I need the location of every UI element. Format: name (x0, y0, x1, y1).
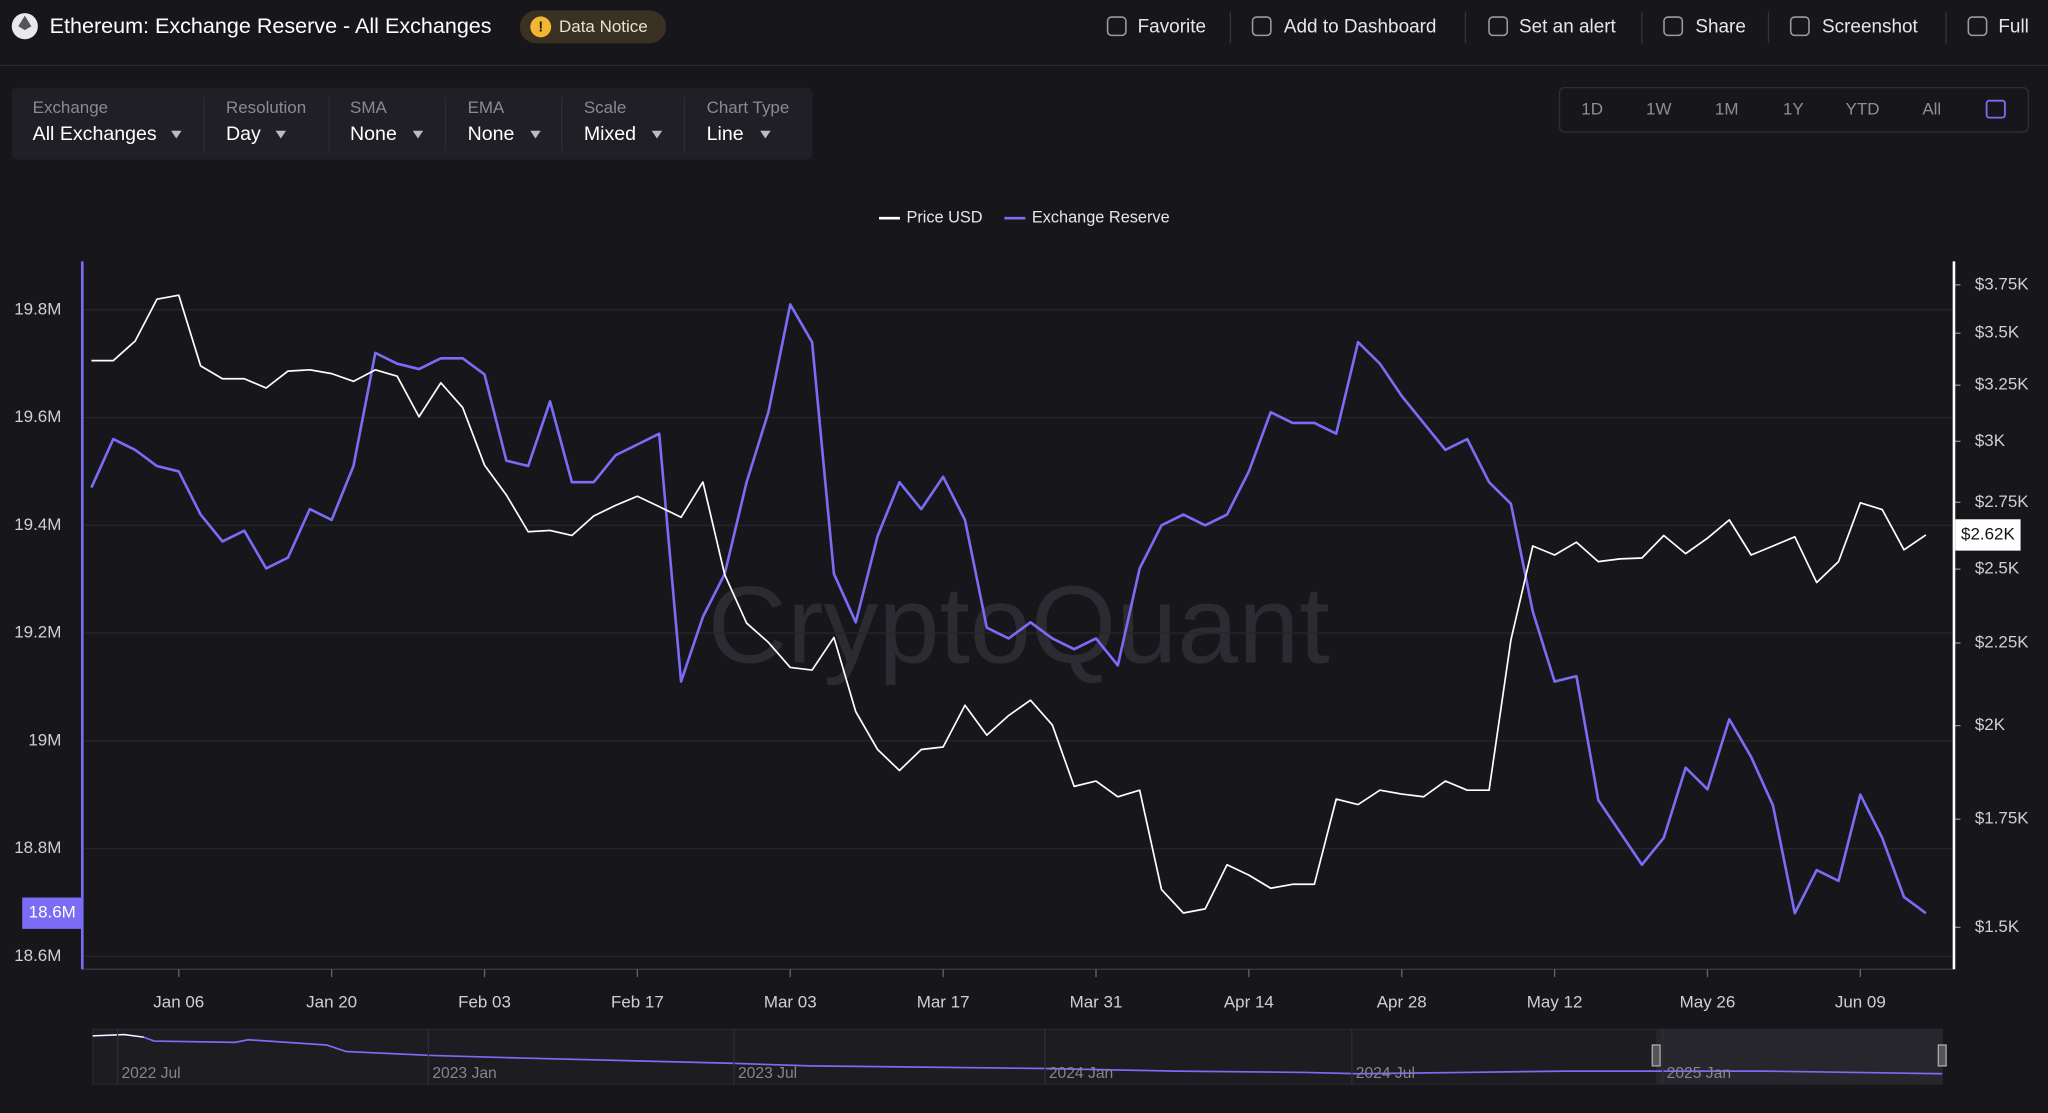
dropdown-arrow[interactable] (275, 130, 287, 139)
control-label: Chart Type (707, 98, 790, 117)
navigator-line (92, 1033, 1943, 1075)
action-button[interactable]: Set an alert (1519, 17, 1617, 38)
y2-tick-label: $3.5K (1975, 323, 2020, 342)
range-button[interactable]: 1D (1581, 99, 1603, 118)
current-reserve-box (22, 897, 83, 929)
legend-label[interactable]: Exchange Reserve (1032, 209, 1170, 227)
y-tick-label: 19M (28, 730, 61, 749)
range-button[interactable]: YTD (1846, 99, 1880, 118)
notice-pill[interactable] (519, 10, 667, 44)
x-tick-label: May 12 (1527, 993, 1583, 1012)
action-icon (1789, 16, 1810, 37)
action-icon (1967, 16, 1988, 37)
control-value[interactable]: Mixed (584, 123, 636, 145)
control-value[interactable]: None (468, 123, 515, 145)
y2-tick-label: $2.75K (1975, 492, 2029, 511)
x-tick-label: Feb 03 (458, 993, 511, 1012)
y2-tick-label: $2.5K (1975, 559, 2020, 578)
x-tick-label: Mar 31 (1070, 993, 1123, 1012)
action-icon (1106, 16, 1127, 37)
y2-tick-label: $1.5K (1975, 917, 2020, 936)
current-reserve-label: 18.6M (29, 903, 76, 922)
navigator-price-line (92, 1033, 144, 1038)
dropdown-arrow[interactable] (171, 130, 182, 139)
navigator-handle[interactable] (1937, 1044, 1947, 1067)
x-tick-label: Apr 28 (1377, 993, 1427, 1012)
y-tick-label: 19.8M (14, 299, 61, 318)
navigator-label: 2022 Jul (121, 1065, 180, 1082)
navigator-label: 2024 Jul (1356, 1065, 1415, 1082)
x-tick-label: Feb 17 (611, 993, 664, 1012)
range-button[interactable]: All (1922, 99, 1941, 118)
action-button[interactable]: Share (1695, 17, 1746, 38)
range-button[interactable]: 1Y (1783, 99, 1804, 118)
eth-glyph (18, 15, 32, 31)
control-value[interactable]: None (350, 123, 397, 145)
x-tick-label: Mar 17 (917, 993, 970, 1012)
action-button[interactable]: Favorite (1138, 17, 1206, 38)
control-label: EMA (468, 98, 505, 117)
range-box (1558, 86, 2030, 133)
x-tick-label: Mar 03 (764, 993, 817, 1012)
action-icon (1251, 16, 1272, 37)
notice-text[interactable]: Data Notice (559, 17, 648, 36)
chart: CryptoQuant 18.6M 18.8M 19M 19.2M 19.4M 19.6M 1… (14, 209, 2029, 1012)
control-value[interactable]: All Exchanges (33, 123, 157, 145)
dropdown-arrow[interactable] (760, 130, 771, 139)
y2-tick-label: $3.25K (1975, 375, 2029, 394)
navigator-label: 2024 Jan (1049, 1065, 1113, 1082)
range-button[interactable]: 1W (1646, 99, 1671, 118)
calendar-button[interactable] (1985, 99, 2006, 119)
control-value[interactable]: Line (707, 123, 744, 145)
x-tick-label: Jun 09 (1835, 993, 1886, 1012)
y2-tick-label: $2K (1975, 715, 2006, 734)
navigator-selection[interactable] (1656, 1029, 1943, 1085)
action-icon (1488, 16, 1509, 37)
control-label: SMA (350, 98, 387, 117)
control-label: Resolution (226, 98, 306, 117)
y-tick-label: 19.2M (14, 623, 61, 642)
x-tick-label: Jan 06 (153, 993, 204, 1012)
x-tick-label: Apr 14 (1224, 993, 1274, 1012)
y-tick-label: 18.6M (14, 946, 61, 965)
y-tick-label: 19.4M (14, 515, 61, 534)
control-label: Scale (584, 98, 626, 117)
current-price-label: $2.62K (1961, 524, 2015, 543)
navigator-label: 2023 Jul (738, 1065, 797, 1082)
y2-tick-label: $3K (1975, 431, 2006, 450)
dropdown-arrow[interactable] (651, 130, 663, 139)
y2-tick-label: $1.75K (1975, 809, 2029, 828)
control-label: Exchange (33, 98, 108, 117)
dropdown-arrow[interactable] (412, 130, 424, 139)
current-price-box (1955, 519, 2021, 551)
navigator-label: 2025 Jan (1667, 1065, 1731, 1082)
notice-icon-glyph: ! (538, 19, 543, 35)
action-button[interactable]: Full (1998, 17, 2029, 38)
y2-tick-label: $3.75K (1975, 274, 2029, 293)
range-button[interactable]: 1M (1715, 99, 1739, 118)
action-icon (1663, 16, 1684, 37)
action-button[interactable]: Add to Dashboard (1284, 17, 1437, 38)
watermark: CryptoQuant (708, 565, 1330, 687)
y2-tick-label: $2.25K (1975, 633, 2029, 652)
navigator (92, 1028, 1947, 1085)
navigator-label: 2023 Jan (432, 1065, 496, 1082)
series-line (91, 294, 1927, 914)
action-button[interactable]: Screenshot (1822, 17, 1918, 38)
y-tick-label: 18.8M (14, 838, 61, 857)
legend-label[interactable]: Price USD (906, 209, 982, 227)
y-tick-label: 19.6M (14, 407, 61, 426)
navigator-handle[interactable] (1651, 1044, 1661, 1067)
series-line (90, 303, 1927, 915)
page-title: Ethereum: Exchange Reserve - All Exchang… (50, 13, 492, 38)
dropdown-arrow[interactable] (530, 130, 541, 139)
control-value[interactable]: Day (226, 123, 261, 145)
controls-panel (11, 87, 813, 160)
notice-icon (530, 16, 552, 38)
x-tick-label: Jan 20 (306, 993, 357, 1012)
x-tick-label: May 26 (1680, 993, 1736, 1012)
